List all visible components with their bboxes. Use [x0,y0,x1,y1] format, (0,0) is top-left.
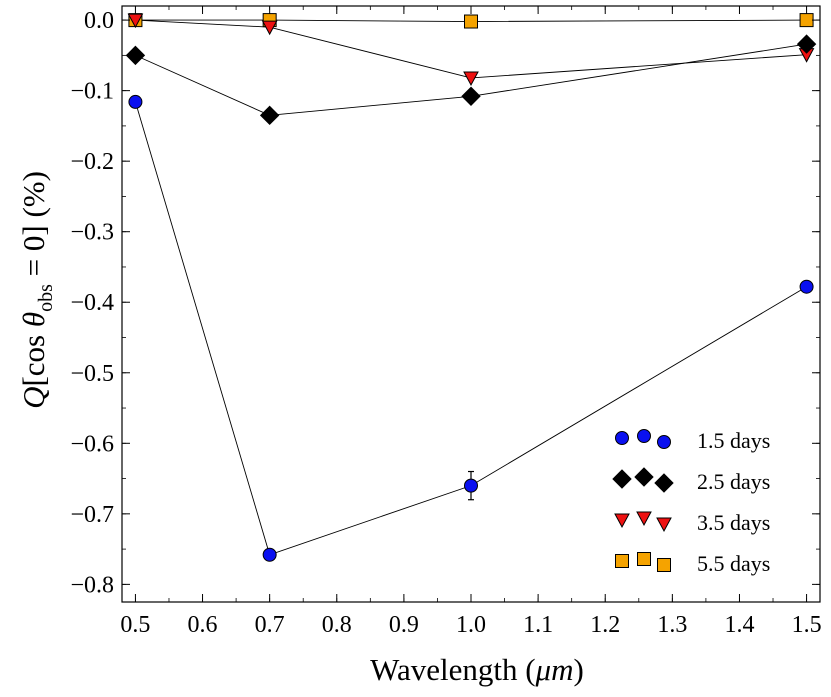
legend-marker-triangle-down [614,513,630,529]
y-tick-label: −0.7 [70,502,114,528]
data-point-circle [128,94,143,109]
legend-marker-circle [615,431,629,445]
legend-marker-triangle-down [656,517,672,533]
y-tick-label: −0.2 [70,149,114,175]
data-point-diamond [125,45,146,66]
x-tick-label: 1.5 [792,612,822,638]
x-tick-label: 0.8 [322,612,352,638]
series-line-4 [135,19,807,22]
x-tick-label: 0.9 [389,612,419,638]
data-point-circle [262,547,277,562]
x-tick-label: 0.7 [255,612,285,638]
data-point-circle [799,279,814,294]
data-point-triangle-down [463,71,479,86]
series-line-3 [135,19,807,79]
y-tick-label: −0.6 [70,431,114,457]
y-tick-label: −0.5 [70,361,114,387]
x-tick-label: 0.5 [120,612,150,638]
y-tick-label: −0.1 [70,79,114,105]
y-tick-label: −0.3 [70,220,114,246]
legend-marker-diamond [654,473,674,493]
y-tick-label: −0.4 [70,290,114,316]
x-axis-title: Wavelength (μm) [370,652,584,687]
legend-label: 3.5 days [697,510,770,535]
x-tick-label: 1.2 [590,612,620,638]
data-point-diamond [796,34,817,54]
legend-marker-square [657,558,671,572]
series-line-2 [135,43,807,116]
legend-marker-circle [637,429,651,443]
data-point-triangle-down [261,20,278,36]
y-tick-label: 0.0 [84,8,114,34]
legend-marker-square [637,552,651,566]
axes: 0.5 0.6 0.7 0.8 0.9 1.0 1.1 1.2 1.3 1.4 1.5 0.0 −0.1… [70,5,822,638]
legend: 1.5 days 2.5 days 3.5 days 5.5 days [612,428,770,576]
x-tick-label: 0.6 [188,612,218,638]
data-point-diamond [259,105,280,126]
data-point-circle [464,478,478,493]
data-point-triangle-down [127,13,144,29]
legend-marker-circle [657,435,671,449]
data-point-square [464,14,478,29]
x-tick-label: 1.0 [456,612,486,638]
series-line-1 [134,101,807,556]
x-tick-label: 1.3 [657,612,687,638]
legend-marker-square [615,554,629,568]
y-tick-label: −0.8 [70,572,114,598]
x-tick-label: 1.4 [724,612,754,638]
legend-label: 5.5 days [697,551,770,576]
x-tick-label: 1.1 [523,612,553,638]
data-point-square [799,13,814,28]
y-axis-title: Q[cos θobs = 0] (%) [16,171,57,409]
legend-label: 2.5 days [697,469,770,494]
data-point-diamond [461,86,481,106]
legend-marker-triangle-down [636,511,652,527]
legend-marker-diamond [612,469,632,489]
legend-label: 1.5 days [697,428,770,453]
legend-marker-diamond [634,467,654,487]
